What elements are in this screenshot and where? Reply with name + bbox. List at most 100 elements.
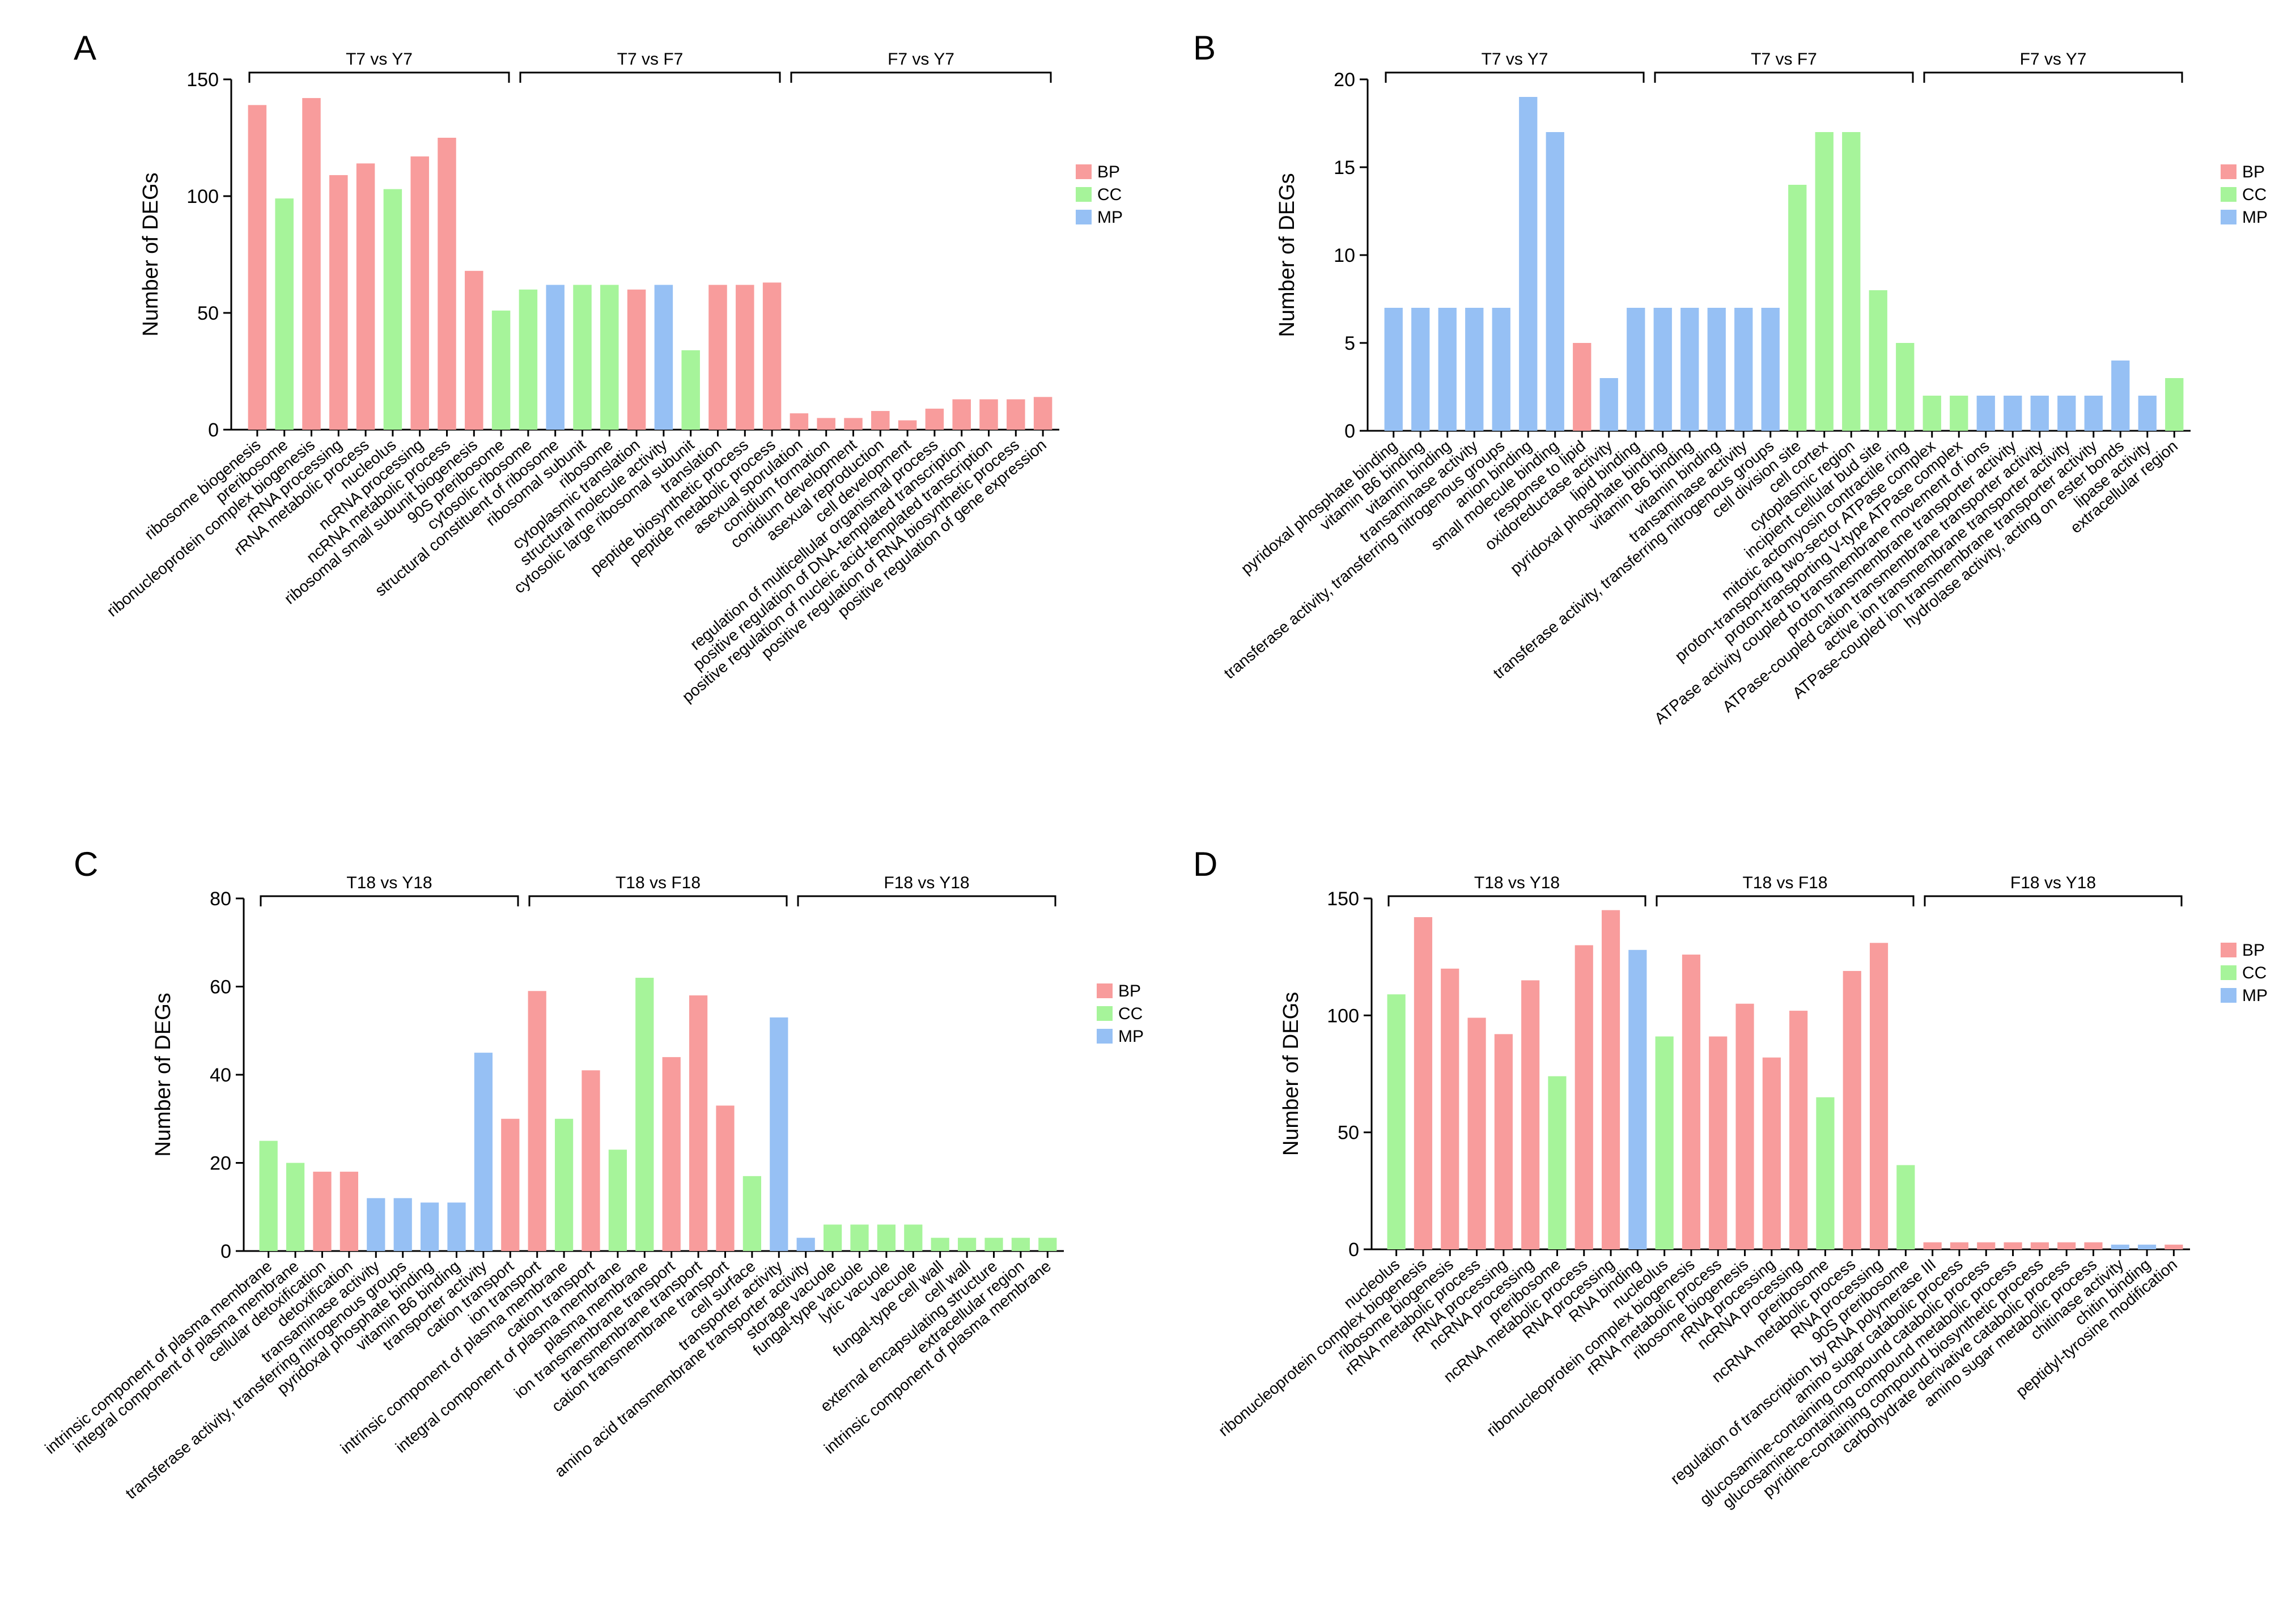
legend-swatch-bp bbox=[1097, 983, 1113, 998]
bar bbox=[1467, 1017, 1486, 1249]
bar bbox=[681, 350, 700, 430]
bar bbox=[1709, 1036, 1728, 1249]
bar bbox=[519, 289, 538, 430]
legend-label: CC bbox=[2242, 185, 2267, 204]
legend-swatch-cc bbox=[2221, 187, 2236, 202]
bar bbox=[957, 1237, 977, 1251]
category-label: intrinsic component of plasma membrane bbox=[41, 1257, 275, 1457]
panel-letter: D bbox=[1193, 845, 1217, 883]
bar bbox=[904, 1224, 923, 1251]
bar bbox=[491, 310, 511, 430]
bar bbox=[1521, 980, 1540, 1249]
bar bbox=[1922, 396, 1941, 431]
y-tick-label: 0 bbox=[208, 419, 219, 441]
bar bbox=[1599, 378, 1618, 431]
group-label: F7 vs Y7 bbox=[2020, 50, 2087, 69]
bar bbox=[1438, 308, 1457, 431]
bar bbox=[383, 189, 402, 430]
group-bracket bbox=[528, 895, 788, 906]
group-bracket bbox=[1924, 895, 2183, 906]
bar bbox=[501, 1118, 520, 1251]
bar bbox=[546, 285, 565, 430]
group-bracket bbox=[260, 895, 519, 906]
y-axis-label: Number of DEGs bbox=[1279, 992, 1303, 1156]
y-tick-label: 50 bbox=[197, 303, 219, 324]
legend-swatch-mp bbox=[1076, 210, 1092, 224]
bar bbox=[1788, 185, 1807, 431]
bar bbox=[1007, 399, 1025, 430]
bar bbox=[1494, 1034, 1513, 1249]
y-tick-label: 100 bbox=[1327, 1005, 1359, 1027]
group-label: T7 vs Y7 bbox=[346, 50, 413, 69]
group-label: T18 vs F18 bbox=[616, 874, 701, 892]
bar bbox=[1762, 1057, 1781, 1249]
panel-letter: C bbox=[74, 845, 98, 883]
y-tick-label: 80 bbox=[210, 888, 231, 910]
bar bbox=[2111, 1244, 2129, 1249]
group-label: F7 vs Y7 bbox=[888, 50, 954, 69]
bar bbox=[1734, 308, 1753, 431]
bar bbox=[2057, 396, 2076, 431]
bar bbox=[2057, 1242, 2076, 1249]
group-bracket bbox=[790, 71, 1052, 83]
group-label: F18 vs Y18 bbox=[2010, 874, 2096, 892]
group-bracket bbox=[1923, 71, 2183, 83]
legend-label: CC bbox=[1097, 185, 1122, 204]
bar bbox=[877, 1224, 896, 1251]
legend-label: CC bbox=[1118, 1004, 1143, 1023]
bar bbox=[790, 413, 809, 430]
bar bbox=[1492, 308, 1510, 431]
bar bbox=[286, 1163, 305, 1251]
legend-label: BP bbox=[1118, 982, 1141, 1000]
y-tick-label: 20 bbox=[210, 1153, 231, 1174]
bar bbox=[2084, 396, 2103, 431]
bar bbox=[302, 97, 321, 430]
bar bbox=[2004, 396, 2022, 431]
bar bbox=[1546, 132, 1564, 431]
bar bbox=[931, 1237, 949, 1251]
y-tick-label: 100 bbox=[186, 186, 219, 207]
legend-label: BP bbox=[1097, 163, 1120, 181]
bar bbox=[1896, 1165, 1915, 1249]
bar bbox=[573, 285, 592, 430]
bar bbox=[871, 411, 890, 430]
bar bbox=[770, 1017, 788, 1251]
group-bracket bbox=[797, 895, 1056, 906]
bar bbox=[465, 270, 483, 430]
group-label: T7 vs F7 bbox=[1751, 50, 1817, 69]
bar bbox=[984, 1237, 1003, 1251]
bar bbox=[582, 1070, 600, 1251]
bar bbox=[1869, 290, 1887, 431]
bar bbox=[844, 418, 863, 430]
bar bbox=[248, 105, 267, 430]
bar bbox=[329, 175, 348, 430]
legend-label: MP bbox=[2242, 208, 2268, 227]
legend-swatch-cc bbox=[2221, 965, 2236, 980]
bar bbox=[1842, 132, 1861, 431]
legend-swatch-mp bbox=[1097, 1029, 1113, 1044]
y-tick-label: 0 bbox=[1344, 421, 1355, 442]
y-axis-label: Number of DEGs bbox=[1275, 173, 1299, 337]
legend-swatch-bp bbox=[1076, 164, 1092, 179]
bar bbox=[1038, 1237, 1057, 1251]
bar bbox=[474, 1053, 493, 1251]
bar bbox=[339, 1172, 359, 1251]
bar bbox=[1923, 1242, 1942, 1249]
group-bracket bbox=[1387, 895, 1646, 906]
bar bbox=[1761, 308, 1780, 431]
bar bbox=[528, 991, 546, 1251]
y-tick-label: 40 bbox=[210, 1065, 231, 1086]
bar bbox=[979, 399, 998, 430]
bar bbox=[1977, 1242, 1996, 1249]
bar bbox=[817, 418, 835, 430]
legend-label: MP bbox=[2242, 986, 2268, 1005]
bar bbox=[608, 1150, 627, 1251]
group-bracket bbox=[248, 71, 510, 83]
bar bbox=[1843, 970, 1861, 1249]
bar bbox=[2084, 1242, 2103, 1249]
bar bbox=[2004, 1242, 2022, 1249]
y-axis-label: Number of DEGs bbox=[139, 172, 163, 336]
bar bbox=[898, 420, 917, 430]
